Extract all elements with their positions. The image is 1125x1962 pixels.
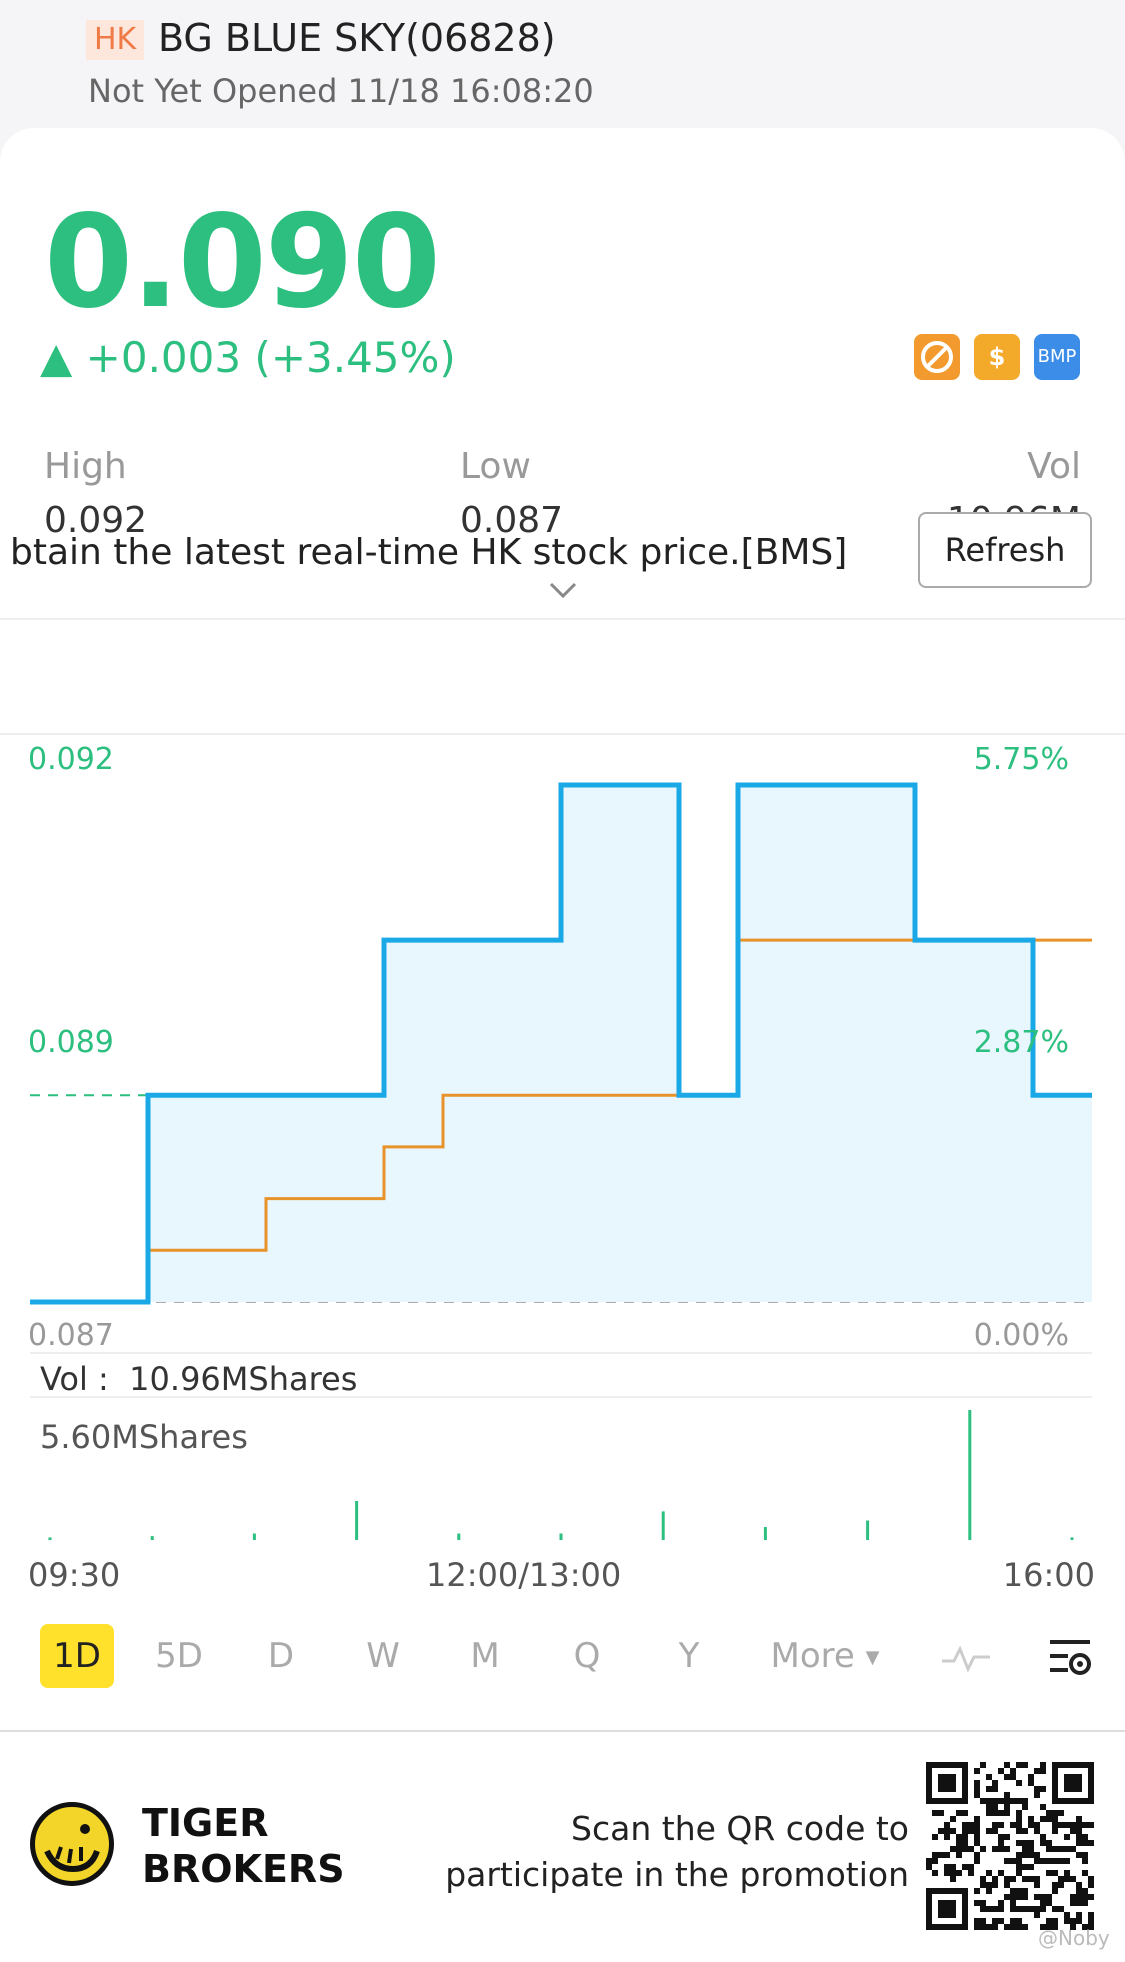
chevron-down-icon[interactable]	[548, 574, 578, 607]
price-change: ▲ +0.003 (+3.45%)	[40, 333, 456, 382]
brand-line-1: TIGER	[142, 1801, 269, 1845]
period-week[interactable]: W	[366, 1636, 400, 1676]
no-short-icon[interactable]	[914, 334, 960, 380]
pct-top-label: 5.75%	[973, 742, 1069, 777]
price-line	[30, 782, 1092, 1305]
volume-label: Vol : 10.96MShares	[40, 1360, 358, 1398]
pct-mid-label: 2.87%	[973, 1025, 1069, 1060]
y-axis-mid-label: 0.089	[28, 1025, 114, 1060]
market-badge: HK	[86, 20, 145, 60]
watermark: @Noby	[1038, 1926, 1110, 1950]
period-1d[interactable]: 1D	[40, 1624, 114, 1688]
dollar-icon[interactable]: $	[974, 334, 1020, 380]
brand-name: TIGER BROKERS	[142, 1800, 345, 1892]
stock-name: BG BLUE SKY(06828)	[158, 16, 556, 60]
period-day[interactable]: D	[267, 1636, 295, 1676]
last-price: 0.090	[44, 188, 441, 337]
period-quarter[interactable]: Q	[573, 1636, 601, 1676]
y-axis-top-label: 0.092	[28, 742, 114, 777]
high-value: 0.092	[44, 500, 148, 541]
price-area-fill	[30, 785, 1092, 1302]
chart-settings-icon[interactable]	[1040, 1624, 1100, 1688]
divider	[0, 733, 1125, 735]
refresh-button[interactable]: Refresh	[918, 512, 1092, 588]
more-label: More	[770, 1636, 855, 1676]
notice-banner: btain the latest real-time HK stock pric…	[10, 532, 848, 573]
promo-line-2: participate in the promotion	[445, 1855, 909, 1894]
y-axis-bottom-label: 0.087	[28, 1318, 114, 1353]
low-label: Low	[460, 446, 531, 487]
time-start: 09:30	[28, 1556, 121, 1594]
market-status: Not Yet Opened 11/18 16:08:20	[88, 72, 594, 110]
bmp-icon[interactable]: BMP	[1034, 334, 1080, 380]
period-year[interactable]: Y	[678, 1636, 700, 1676]
high-label: High	[44, 446, 127, 487]
time-end: 16:00	[1002, 1556, 1095, 1594]
header: HK BG BLUE SKY(06828) Not Yet Opened 11/…	[0, 0, 1125, 130]
brand-line-2: BROKERS	[142, 1847, 345, 1891]
more-periods-dropdown[interactable]: More ▼	[760, 1624, 890, 1688]
divider	[0, 618, 1125, 620]
period-5d[interactable]: 5D	[155, 1636, 203, 1676]
intraday-chart[interactable]	[0, 735, 1125, 1545]
period-month[interactable]: M	[470, 1636, 500, 1676]
indicator-icon[interactable]	[936, 1624, 996, 1688]
promo-line-1: Scan the QR code to	[571, 1809, 909, 1848]
average-price-line	[30, 938, 1092, 1304]
promo-footer: TIGER BROKERS Scan the QR code to partic…	[0, 1732, 1125, 1962]
low-value: 0.087	[460, 500, 564, 541]
volume-scale: 5.60MShares	[40, 1418, 248, 1456]
tiger-brokers-logo	[30, 1802, 114, 1886]
divider	[0, 1730, 1125, 1732]
caret-down-icon: ▼	[865, 1647, 880, 1668]
vol-label: Vol	[1027, 446, 1081, 487]
qr-code-image	[926, 1762, 1094, 1930]
promo-text: Scan the QR code to participate in the p…	[445, 1806, 909, 1898]
time-mid: 12:00/13:00	[426, 1556, 622, 1594]
pct-bottom-label: 0.00%	[973, 1318, 1069, 1353]
